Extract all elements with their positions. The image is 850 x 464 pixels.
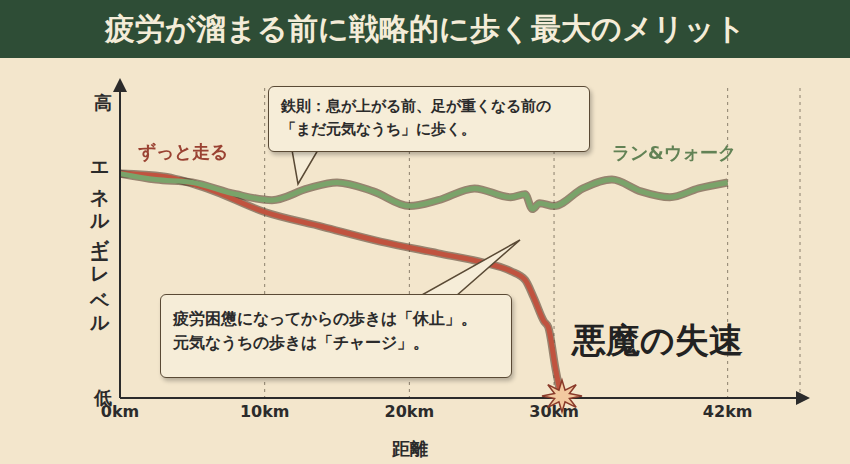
html-text:鉄則：息が上がる前、足が重くなる前の: 鉄則：息が上がる前、足が重くなる前の [281, 97, 551, 115]
html-text:エネルギーレベル: エネルギーレベル [90, 150, 112, 327]
html-text:疲労が溜まる前に戦略的に歩く最大のメリット: 疲労が溜まる前に戦略的に歩く最大のメリット [104, 10, 746, 46]
html-text:疲労困憊になってからの歩きは「休止」。: 疲労困憊になってからの歩きは「休止」。 [173, 309, 477, 328]
svg-text:42km: 42km [703, 402, 753, 421]
html-text:ずっと走る: ずっと走る [138, 141, 228, 162]
html-text:元気なうちの歩きは「チャージ」。: 元気なうちの歩きは「チャージ」。 [173, 333, 429, 352]
html-text:ラン&ウォーク: ラン&ウォーク [612, 142, 736, 163]
svg-text:30km: 30km [529, 402, 579, 421]
html-text:悪魔の失速: 悪魔の失速 [572, 320, 743, 360]
svg-text:0km: 0km [100, 402, 140, 422]
svg-text:低: 低 [93, 387, 112, 408]
html-text:「まだ元気なうち」に歩く。: 「まだ元気なうち」に歩く。 [281, 119, 476, 138]
svg-text:20km: 20km [385, 402, 435, 421]
svg-text:10km: 10km [240, 402, 290, 421]
html-text:距離: 距離 [392, 438, 428, 459]
svg-text:高: 高 [94, 92, 112, 113]
